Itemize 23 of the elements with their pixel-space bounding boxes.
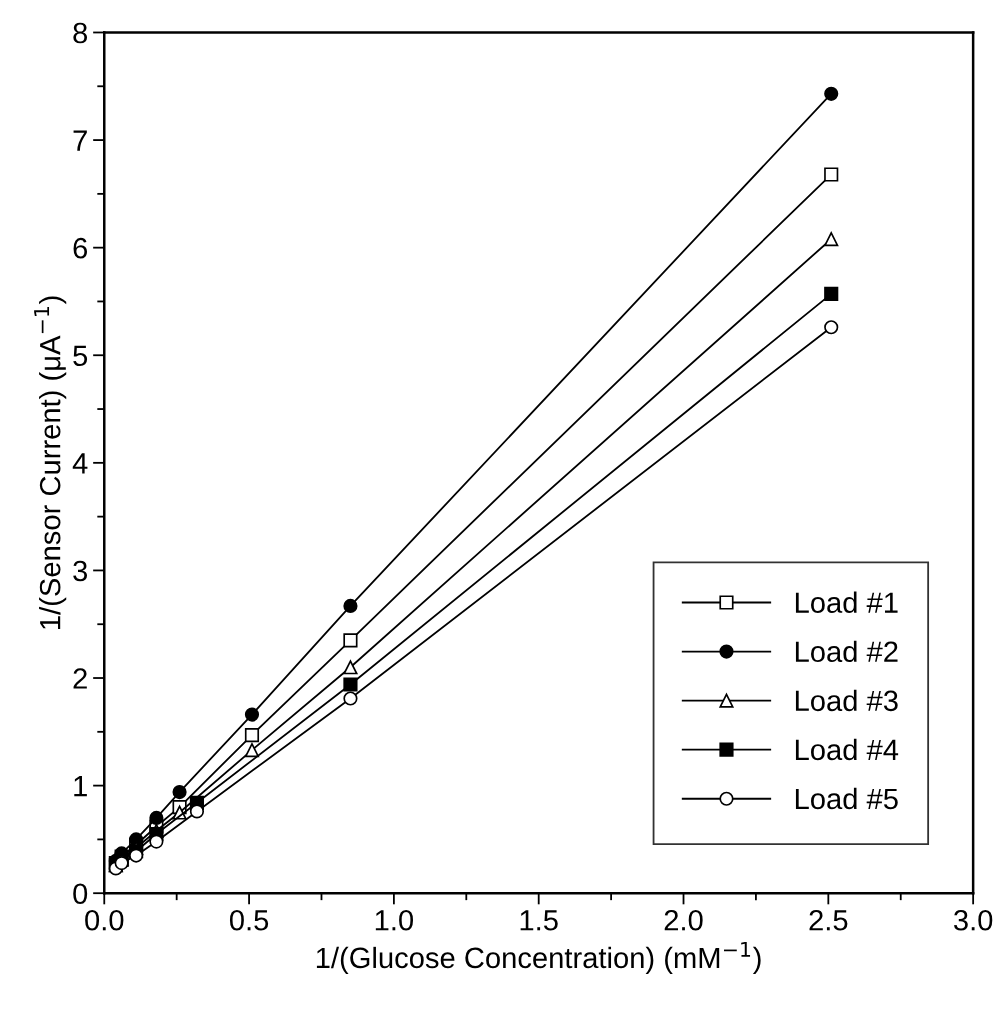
- x-tick-label: 0.0: [85, 909, 124, 931]
- y-tick-label: 0: [73, 883, 88, 905]
- y-tick-label: 2: [73, 668, 87, 689]
- legend-label: Load #5: [795, 787, 898, 810]
- legend-label: Load #3: [795, 689, 898, 712]
- legend-label: Load #1: [795, 591, 898, 613]
- x-tick-label: 0.5: [229, 909, 269, 931]
- legend-label: Load #4: [795, 738, 899, 761]
- y-tick-label: 6: [73, 237, 88, 259]
- x-tick-label: 3.0: [953, 909, 993, 931]
- y-tick-label: 1: [74, 776, 87, 797]
- y-tick-label: 7: [73, 130, 87, 151]
- y-tick-label: 8: [73, 22, 88, 44]
- y-tick-label: 4: [72, 453, 88, 474]
- x-tick-label: 1.5: [520, 910, 558, 931]
- x-axis-title: 1/(Glucose Concentration) (mM$^{−1}$): [316, 941, 761, 975]
- y-axis-title: 1/(Sensor Current) (μA$^{−1}$): [34, 296, 67, 629]
- x-tick-label: 2.5: [809, 909, 848, 931]
- x-tick-label: 1.0: [375, 909, 414, 931]
- legend-label: Load #2: [795, 640, 898, 663]
- y-tick-label: 5: [73, 345, 88, 367]
- y-tick-label: 3: [73, 560, 88, 582]
- x-tick-label: 2.0: [664, 909, 703, 931]
